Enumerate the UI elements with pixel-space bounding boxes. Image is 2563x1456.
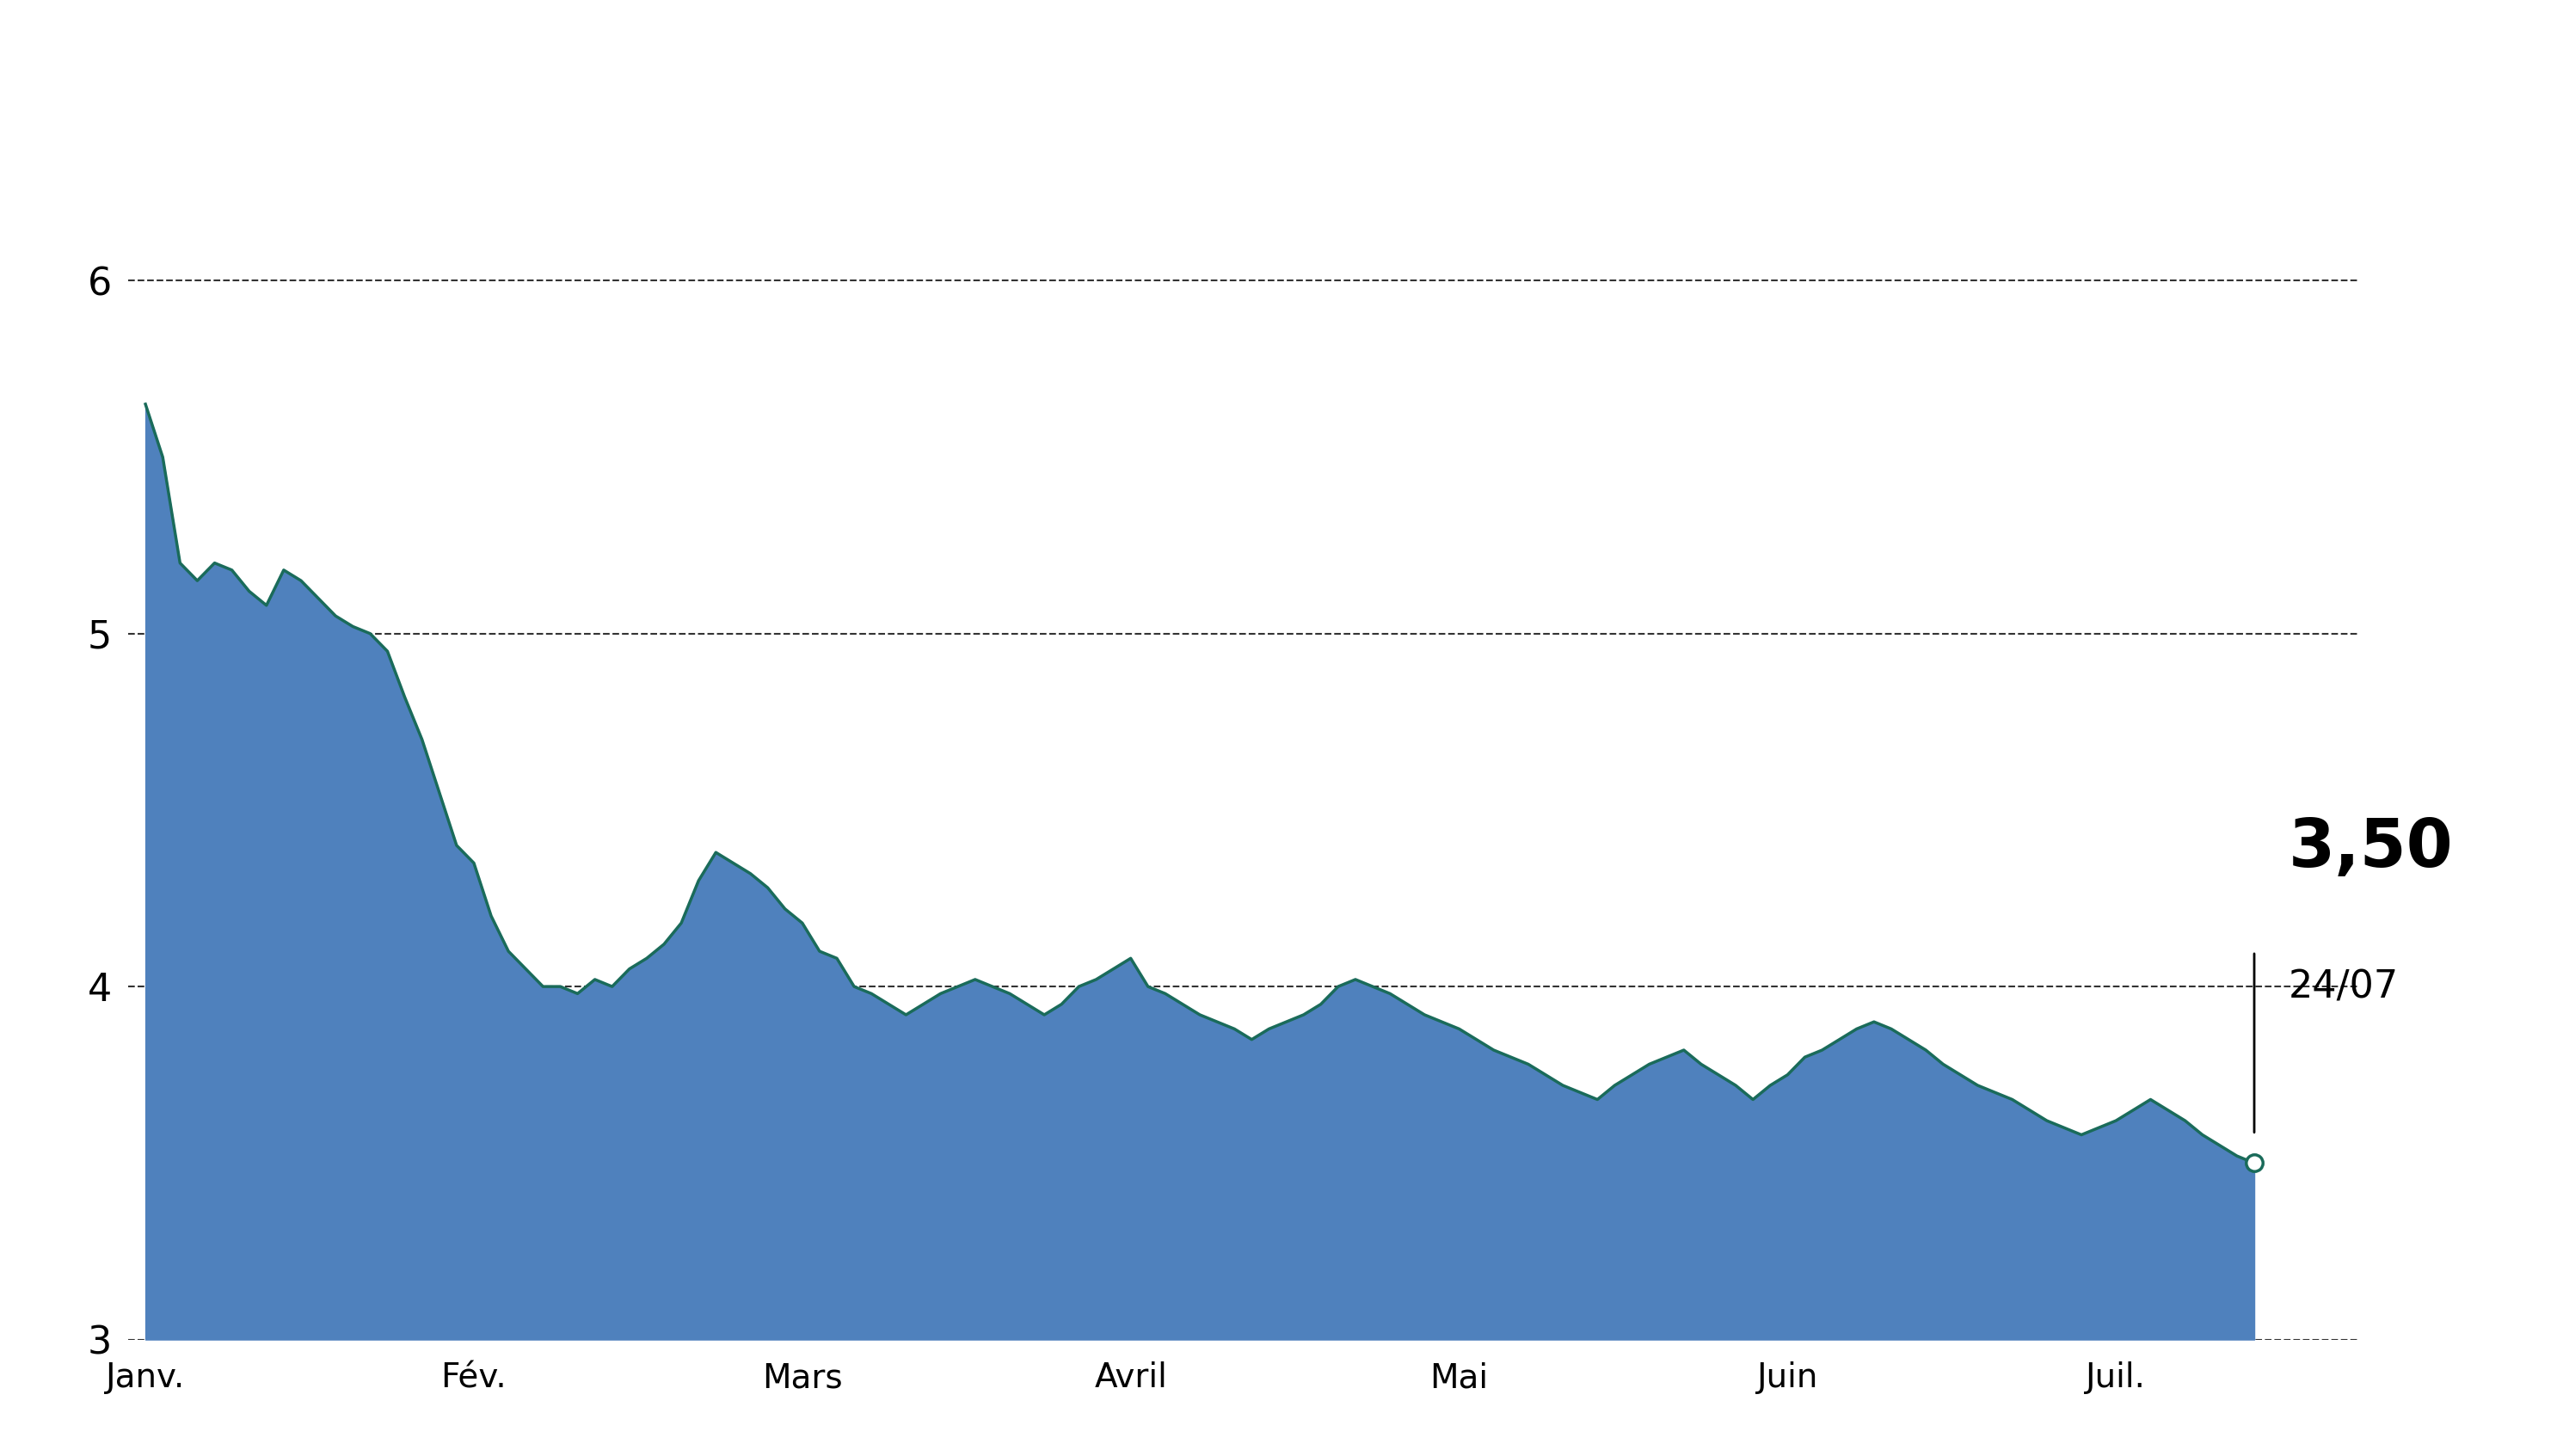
Text: 24/07: 24/07: [2289, 968, 2399, 1006]
Text: InTiCa Systems SE: InTiCa Systems SE: [723, 31, 1840, 137]
Text: 3,50: 3,50: [2289, 815, 2453, 881]
